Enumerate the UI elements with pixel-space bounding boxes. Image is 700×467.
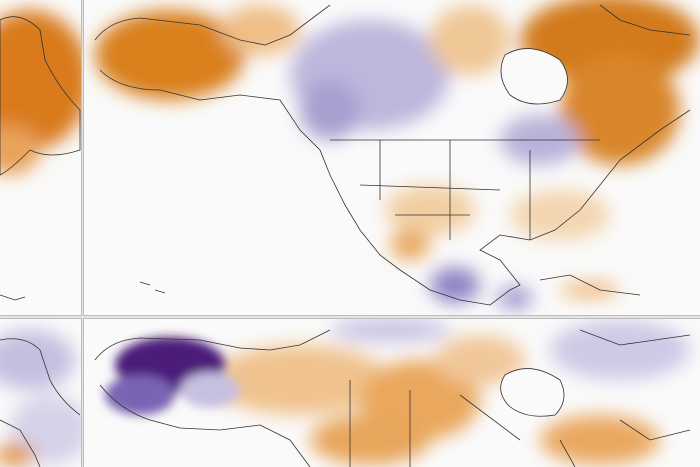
anomaly-field bbox=[0, 10, 81, 175]
coastline bbox=[0, 16, 81, 176]
coastlines-and-borders bbox=[94, 4, 691, 306]
anomaly-field bbox=[0, 330, 81, 467]
map-panel-bottom-left bbox=[0, 319, 81, 467]
coastlines-and-borders bbox=[94, 329, 691, 467]
coastline bbox=[0, 294, 26, 301]
coastline bbox=[0, 338, 81, 467]
map-panel-bottom bbox=[84, 319, 700, 467]
lakes-and-land-gaps bbox=[500, 368, 565, 417]
lakes-and-land-gaps bbox=[500, 48, 568, 105]
anomaly-field bbox=[210, 319, 690, 465]
map-panel-top-left bbox=[0, 0, 81, 315]
anomaly-field-strong bbox=[105, 337, 240, 415]
map-panel-top bbox=[84, 0, 700, 315]
